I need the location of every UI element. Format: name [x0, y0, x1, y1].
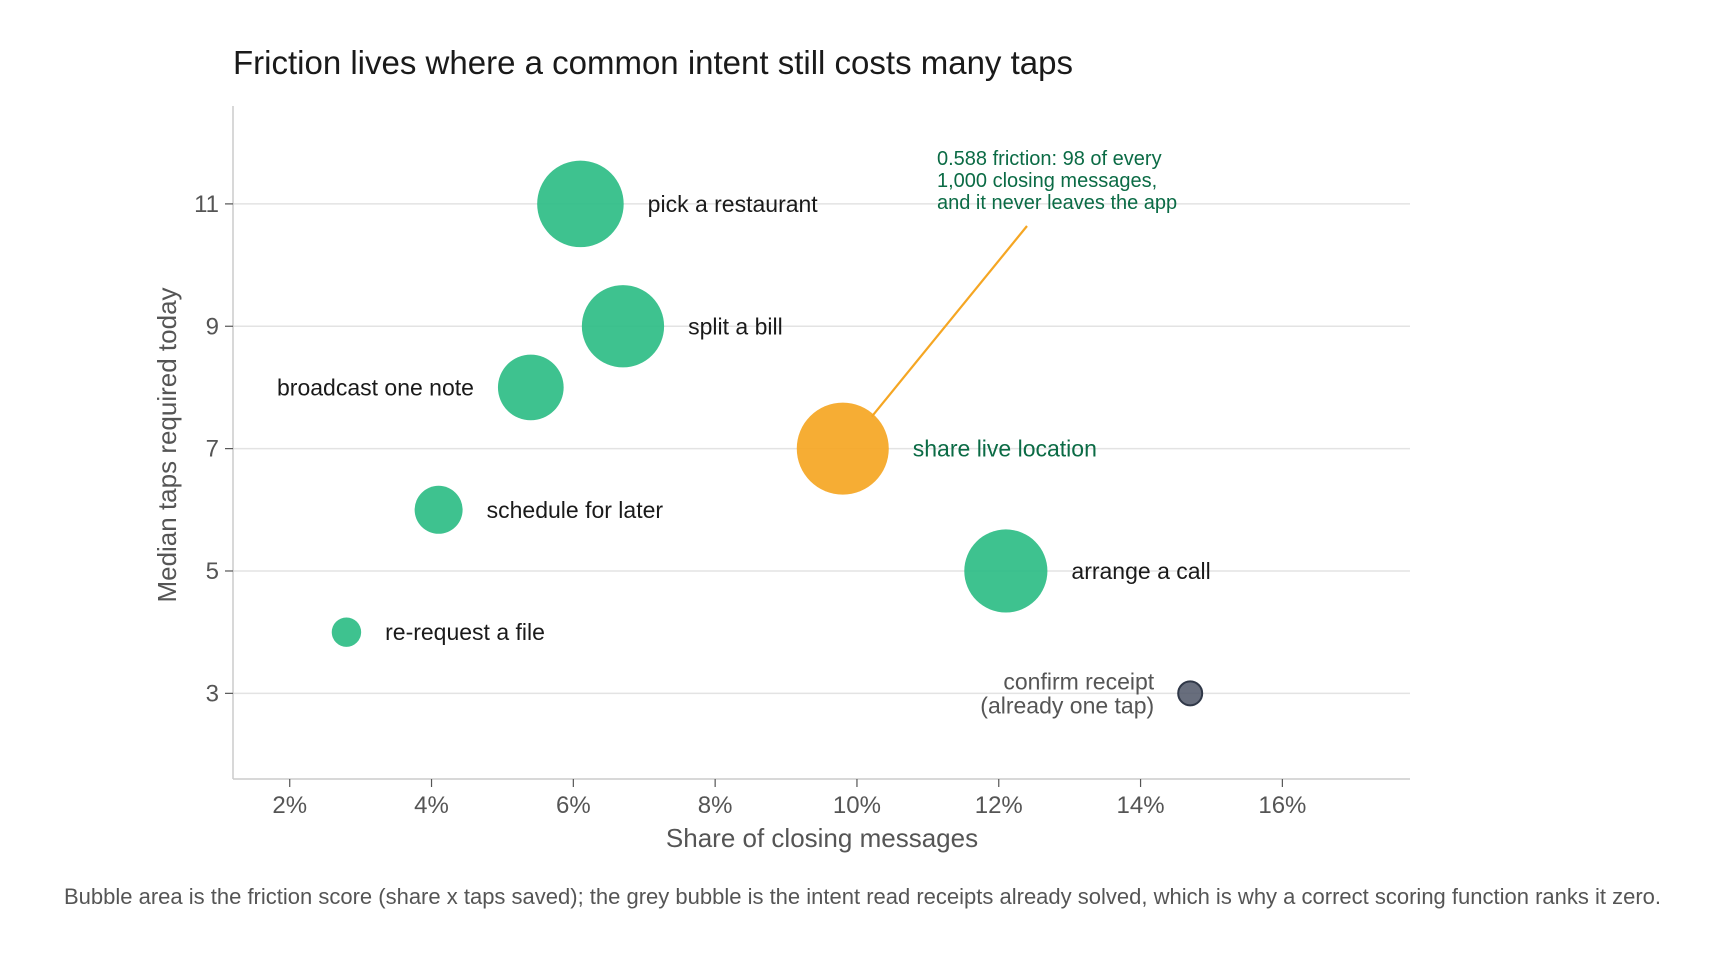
bubble-label: arrange a call: [1071, 558, 1210, 584]
bubble: [497, 354, 564, 421]
bubble-label: schedule for later: [487, 497, 664, 523]
y-axis-label: Median taps required today: [152, 287, 182, 602]
bubble: [1177, 680, 1204, 707]
bubble-label: re-request a file: [385, 619, 545, 645]
x-tick-label: 2%: [272, 792, 307, 819]
bubble: [581, 285, 665, 368]
annotation-text: 0.588 friction: 98 of every 1,000 closing…: [937, 148, 1177, 214]
bubble: [964, 529, 1048, 613]
bubble-label: pick a restaurant: [648, 191, 819, 217]
x-tick-label: 8%: [698, 792, 733, 819]
chart-title: Friction lives where a common intent sti…: [233, 44, 1073, 81]
chart-caption: Bubble area is the friction score (share…: [63, 884, 1661, 909]
x-tick-label: 4%: [414, 792, 449, 819]
bubble-label: share live location: [913, 436, 1097, 462]
bubble-label: confirm receipt (already one tap): [980, 668, 1154, 718]
x-ticks: 2% 4% 6% 8% 10% 12% 14% 16%: [272, 779, 1306, 819]
x-axis-label: Share of closing messages: [666, 823, 978, 853]
bubble-label: broadcast one note: [277, 374, 474, 400]
x-tick-label: 10%: [833, 792, 881, 819]
y-tick-label: 9: [206, 313, 219, 340]
y-tick-label: 11: [194, 191, 219, 218]
bubble: [796, 402, 889, 495]
bubble: [537, 160, 624, 248]
y-tick-label: 5: [206, 558, 219, 585]
y-ticks: 3 5 7 9 11: [194, 191, 233, 707]
bubble: [414, 485, 463, 534]
x-tick-label: 6%: [556, 792, 591, 819]
bubble-labels: pick a restaurant split a bill broadcast o…: [277, 191, 1211, 718]
y-tick-label: 7: [206, 436, 219, 463]
y-tick-label: 3: [206, 680, 219, 707]
x-tick-label: 16%: [1258, 792, 1306, 819]
bubble-label: split a bill: [688, 313, 783, 339]
annotation-arrow: [870, 225, 1028, 418]
bubble: [331, 617, 362, 647]
x-tick-label: 14%: [1117, 792, 1165, 819]
x-tick-label: 12%: [975, 792, 1023, 819]
bubbles: [331, 160, 1204, 707]
